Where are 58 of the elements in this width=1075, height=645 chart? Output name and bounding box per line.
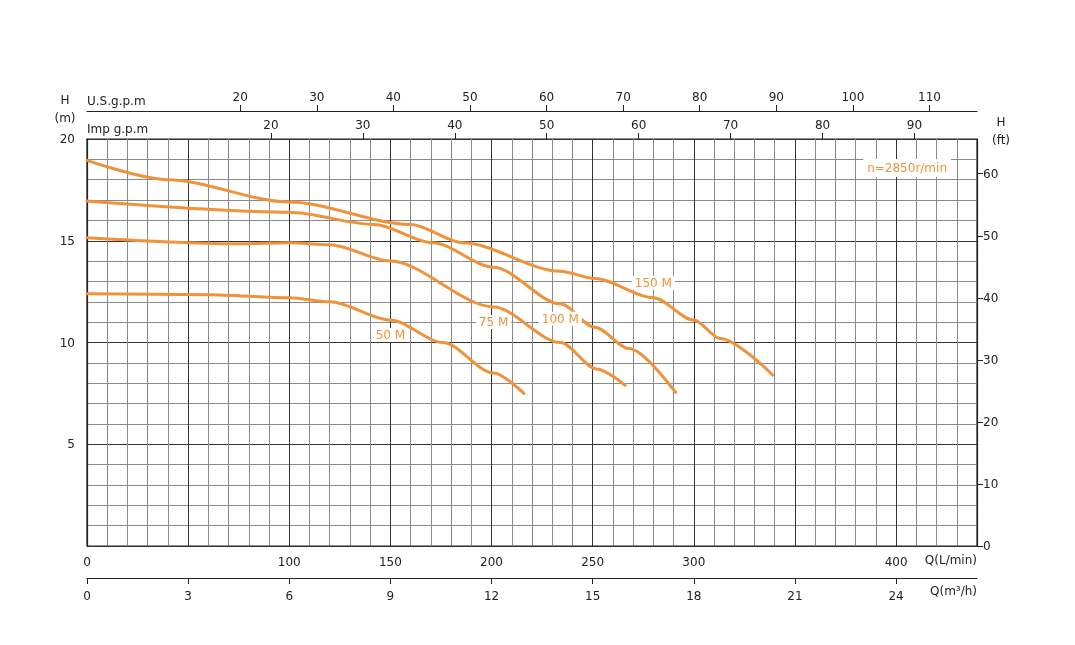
x2-axis-title: U.S.g.p.m bbox=[87, 94, 146, 108]
x2-tick-label: 50 bbox=[539, 118, 555, 132]
y2-tick-label: 60 bbox=[983, 166, 999, 181]
annotation: n=2850r/min bbox=[867, 161, 947, 175]
series-label: 75 M bbox=[478, 314, 509, 329]
x-tick-label: 21 bbox=[787, 589, 803, 603]
y2-tick-label: 40 bbox=[983, 290, 999, 305]
x2-tick-label: 80 bbox=[814, 118, 831, 132]
x2-tick-label: 20 bbox=[232, 90, 248, 104]
line-series bbox=[85, 292, 526, 395]
x2-tick-label: 30 bbox=[309, 90, 325, 104]
x2-tick-label: 100 bbox=[841, 90, 865, 104]
series-label: 50 M bbox=[375, 328, 406, 343]
series-label: 100 M bbox=[541, 311, 579, 326]
x-tick-label: 0 bbox=[83, 555, 91, 569]
x2-tick-label: 110 bbox=[918, 90, 941, 104]
x-tick-label: 9 bbox=[386, 589, 395, 603]
x-tick-label: 15 bbox=[585, 589, 601, 603]
x-tick-label: 18 bbox=[686, 589, 702, 603]
x2-tick-label: 70 bbox=[615, 90, 631, 104]
x-tick-label: 6 bbox=[285, 589, 294, 603]
x-tick-label: 0 bbox=[83, 589, 91, 603]
x2-tick-label: 30 bbox=[355, 118, 371, 132]
x2-tick-label: 90 bbox=[906, 118, 923, 132]
y-tick-label: 10 bbox=[59, 335, 75, 350]
x-tick-label: 24 bbox=[888, 589, 904, 603]
x2-tick-label: 40 bbox=[447, 118, 463, 132]
line-series bbox=[85, 236, 627, 387]
y2-tick-label: 10 bbox=[983, 476, 999, 491]
x-tick-label: 12 bbox=[483, 589, 500, 603]
x2-tick-label: 40 bbox=[385, 90, 402, 104]
x-axis-title: Q(m³/h) bbox=[930, 584, 977, 598]
x2-axis-title: Imp g.p.m bbox=[87, 122, 149, 136]
y-tick-label: 20 bbox=[59, 132, 75, 146]
x2-tick-label: 60 bbox=[631, 118, 647, 132]
x-tick-label: 400 bbox=[884, 555, 908, 569]
y-axis-title: H (m) bbox=[54, 93, 76, 125]
x-tick-label: 3 bbox=[184, 589, 192, 603]
y2-tick-label: 30 bbox=[983, 352, 999, 367]
y2-tick-label: 50 bbox=[983, 228, 999, 243]
y-tick-label: 5 bbox=[67, 437, 75, 452]
series-label: 150 M bbox=[634, 275, 672, 290]
x2-tick-label: 60 bbox=[538, 90, 555, 104]
x-tick-label: 300 bbox=[682, 555, 706, 569]
x-axis-title: Q(L/min) bbox=[924, 553, 977, 567]
x2-tick-label: 90 bbox=[768, 90, 784, 104]
y2-tick-label: 0 bbox=[983, 539, 991, 553]
x2-tick-label: 50 bbox=[462, 90, 478, 104]
x2-tick-label: 70 bbox=[722, 118, 739, 132]
y2-tick-label: 20 bbox=[983, 414, 999, 429]
x-tick-label: 150 bbox=[378, 555, 402, 569]
x-tick-label: 100 bbox=[277, 555, 301, 569]
x-tick-label: 250 bbox=[581, 555, 605, 569]
x2-tick-label: 20 bbox=[263, 118, 279, 132]
y-tick-label: 15 bbox=[59, 233, 75, 248]
y2-axis-title: H (ft) bbox=[991, 115, 1011, 147]
x2-tick-label: 80 bbox=[692, 90, 708, 104]
x-tick-label: 200 bbox=[480, 555, 503, 569]
